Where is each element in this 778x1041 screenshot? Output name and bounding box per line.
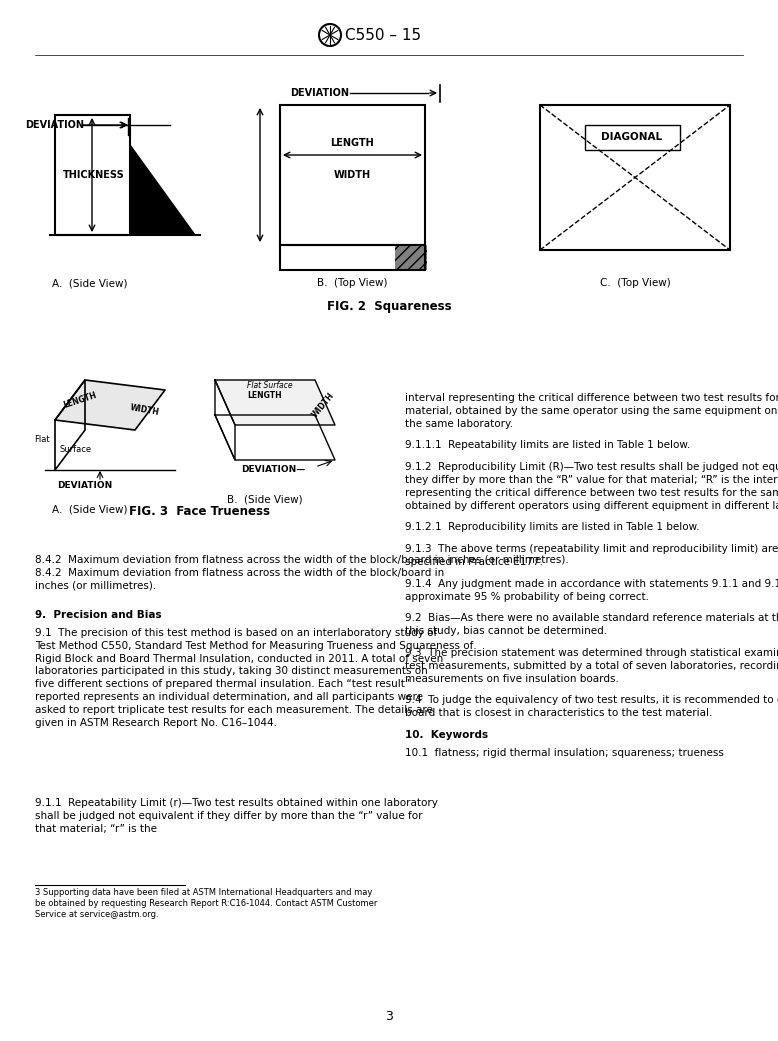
- Bar: [585, 125, 680, 150]
- Text: the same laboratory.: the same laboratory.: [405, 418, 513, 429]
- Text: specified in Practice E177.: specified in Practice E177.: [405, 557, 543, 567]
- Text: 10.  Keywords: 10. Keywords: [405, 730, 488, 740]
- Bar: [540, 105, 730, 250]
- Bar: [395, 245, 427, 270]
- Text: Flat: Flat: [34, 435, 50, 445]
- Text: B.  (Side View): B. (Side View): [227, 496, 303, 505]
- Text: LENGTH: LENGTH: [247, 390, 282, 400]
- Text: A.  (Side View): A. (Side View): [52, 505, 128, 515]
- Bar: [55, 115, 130, 235]
- Text: 9.4  To judge the equivalency of two test results, it is recommended to choose t: 9.4 To judge the equivalency of two test…: [405, 695, 778, 706]
- Text: material, obtained by the same operator using the same equipment on the same day: material, obtained by the same operator …: [405, 406, 778, 415]
- Text: DEVIATION: DEVIATION: [58, 481, 113, 489]
- Text: 9.1  The precision of this test method is based on an interlaboratory study of: 9.1 The precision of this test method is…: [35, 628, 437, 638]
- Text: Rigid Block and Board Thermal Insulation, conducted in 2011. A total of seven: Rigid Block and Board Thermal Insulation…: [35, 654, 443, 663]
- Text: shall be judged not equivalent if they differ by more than the “r” value for: shall be judged not equivalent if they d…: [35, 811, 422, 820]
- Text: 9.1.1.1  Repeatability limits are listed in Table 1 below.: 9.1.1.1 Repeatability limits are listed …: [405, 440, 690, 451]
- Text: 9.1.4  Any judgment made in accordance with statements 9.1.1 and 9.1.2 would hav: 9.1.4 Any judgment made in accordance wi…: [405, 579, 778, 589]
- Text: DIAGONAL: DIAGONAL: [601, 132, 663, 142]
- Text: this study, bias cannot be determined.: this study, bias cannot be determined.: [405, 627, 607, 636]
- Text: given in ASTM Research Report No. C16–1044.: given in ASTM Research Report No. C16–10…: [35, 717, 277, 728]
- Text: obtained by different operators using different equipment in different laborator: obtained by different operators using di…: [405, 501, 778, 510]
- Text: DEVIATION: DEVIATION: [25, 120, 84, 130]
- Text: laboratories participated in this study, taking 30 distinct measurements on: laboratories participated in this study,…: [35, 666, 428, 677]
- Text: Surface: Surface: [60, 446, 92, 455]
- Text: FIG. 3  Face Trueness: FIG. 3 Face Trueness: [129, 505, 271, 518]
- Text: A.  (Side View): A. (Side View): [52, 278, 128, 288]
- Text: be obtained by requesting Research Report R:C16-1044. Contact ASTM Customer: be obtained by requesting Research Repor…: [35, 899, 377, 908]
- Text: 9.1.1  Repeatability Limit (r)—Two test results obtained within one laboratory: 9.1.1 Repeatability Limit (r)—Two test r…: [35, 798, 438, 808]
- Text: five different sections of prepared thermal insulation. Each “test result”: five different sections of prepared ther…: [35, 679, 410, 689]
- Text: asked to report triplicate test results for each measurement. The details are: asked to report triplicate test results …: [35, 705, 433, 715]
- Text: LENGTH: LENGTH: [330, 138, 374, 148]
- Polygon shape: [215, 380, 335, 425]
- Text: that material; “r” is the: that material; “r” is the: [35, 823, 157, 834]
- Text: reported represents an individual determination, and all participants were: reported represents an individual determ…: [35, 692, 423, 702]
- Text: 8.4.2  Maximum deviation from flatness across the width of the block/board in: 8.4.2 Maximum deviation from flatness ac…: [35, 568, 444, 578]
- Text: measurements on five insulation boards.: measurements on five insulation boards.: [405, 674, 619, 684]
- Text: DEVIATION—: DEVIATION—: [240, 465, 305, 475]
- Text: WIDTH: WIDTH: [130, 403, 160, 417]
- Text: WIDTH: WIDTH: [334, 170, 370, 180]
- Text: Flat Surface: Flat Surface: [247, 381, 293, 389]
- Bar: [280, 245, 425, 270]
- Text: 8.4.2  Maximum deviation from flatness across the width of the block/board in in: 8.4.2 Maximum deviation from flatness ac…: [35, 555, 569, 565]
- Bar: [280, 105, 425, 245]
- Text: 9.  Precision and Bias: 9. Precision and Bias: [35, 610, 162, 620]
- Text: 9.1.3  The above terms (repeatability limit and reproducibility limit) are used : 9.1.3 The above terms (repeatability lim…: [405, 544, 778, 554]
- Text: LENGTH: LENGTH: [62, 390, 98, 409]
- Text: inches (or millimetres).: inches (or millimetres).: [35, 581, 156, 591]
- Text: 9.3  The precision statement was determined through statistical examination of 2: 9.3 The precision statement was determin…: [405, 648, 778, 658]
- Text: approximate 95 % probability of being correct.: approximate 95 % probability of being co…: [405, 591, 649, 602]
- Text: THICKNESS: THICKNESS: [63, 170, 124, 180]
- Text: 9.2  Bias—As there were no available standard reference materials at the time of: 9.2 Bias—As there were no available stan…: [405, 613, 778, 624]
- Text: FIG. 2  Squareness: FIG. 2 Squareness: [327, 300, 451, 313]
- Text: 9.1.2.1  Reproducibility limits are listed in Table 1 below.: 9.1.2.1 Reproducibility limits are liste…: [405, 523, 699, 532]
- Text: test measurements, submitted by a total of seven laboratories, recording deviati: test measurements, submitted by a total …: [405, 661, 778, 670]
- Text: board that is closest in characteristics to the test material.: board that is closest in characteristics…: [405, 708, 713, 718]
- Text: interval representing the critical difference between two test results for the s: interval representing the critical diffe…: [405, 393, 778, 403]
- Text: C550 – 15: C550 – 15: [345, 27, 421, 43]
- Text: 9.1.2  Reproducibility Limit (R)—Two test results shall be judged not equivalent: 9.1.2 Reproducibility Limit (R)—Two test…: [405, 462, 778, 473]
- Text: 10.1  flatness; rigid thermal insulation; squareness; trueness: 10.1 flatness; rigid thermal insulation;…: [405, 748, 724, 758]
- Text: B.  (Top View): B. (Top View): [317, 278, 387, 288]
- Text: Test Method C550, Standard Test Method for Measuring Trueness and Squareness of: Test Method C550, Standard Test Method f…: [35, 641, 473, 651]
- Text: 3: 3: [385, 1010, 393, 1023]
- Text: C.  (Top View): C. (Top View): [600, 278, 671, 288]
- Polygon shape: [55, 380, 165, 430]
- Text: they differ by more than the “R” value for that material; “R” is the interval: they differ by more than the “R” value f…: [405, 475, 778, 485]
- Text: 3 Supporting data have been filed at ASTM International Headquarters and may: 3 Supporting data have been filed at AST…: [35, 888, 373, 897]
- Text: Service at service@astm.org.: Service at service@astm.org.: [35, 910, 159, 919]
- Text: DEVIATION: DEVIATION: [290, 88, 349, 98]
- Text: representing the critical difference between two test results for the same mater: representing the critical difference bet…: [405, 488, 778, 498]
- Polygon shape: [130, 145, 195, 235]
- Text: WIDTH: WIDTH: [310, 390, 336, 420]
